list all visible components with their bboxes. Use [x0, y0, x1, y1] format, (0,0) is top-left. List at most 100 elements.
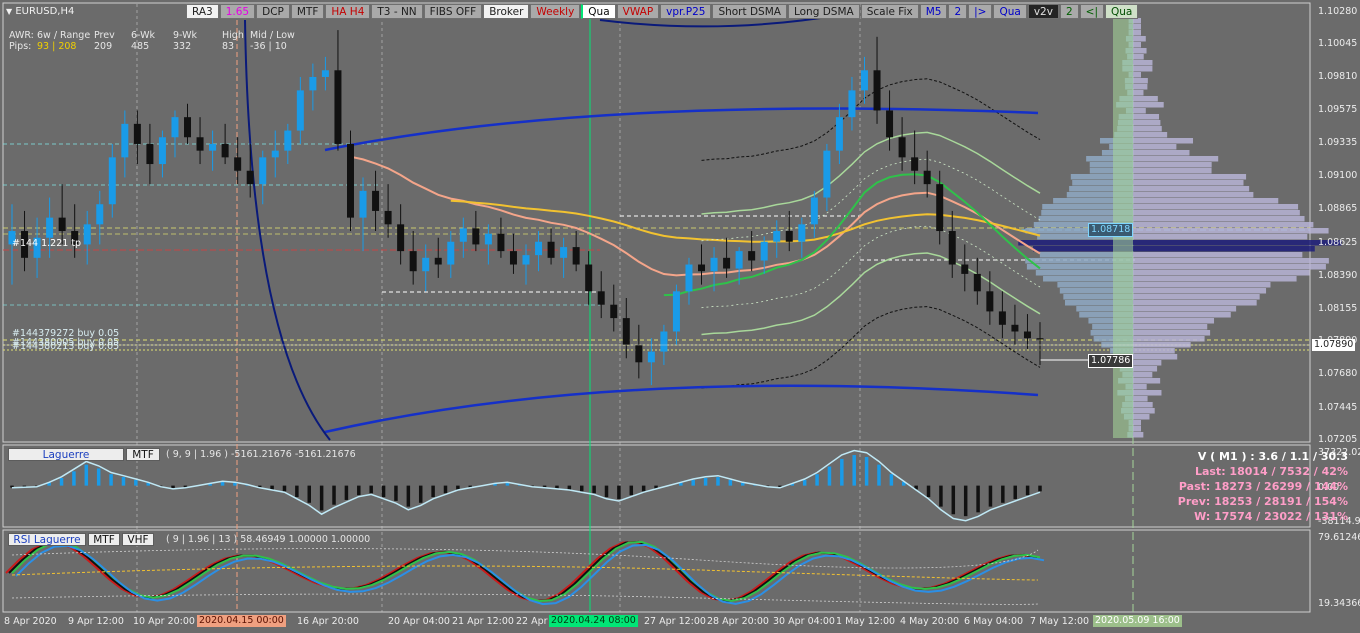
level-box-upper: 1.08718 [1088, 223, 1133, 237]
volume-profile-bar-right [1133, 426, 1141, 432]
candle-body [848, 90, 855, 117]
candle-body [222, 144, 229, 157]
candle-body [46, 218, 53, 238]
laguerre-params: ( 9, 9 | 1.96 ) -5161.21676 -5161.21676 [166, 449, 356, 460]
laguerre-mtf-button[interactable]: MTF [126, 448, 160, 461]
volume-profile-bar-right [1133, 90, 1143, 96]
rsi-mtf-button[interactable]: MTF [88, 533, 120, 546]
toolbar-button-10[interactable]: VWAP [617, 4, 660, 19]
volume-profile-bar-right [1133, 78, 1148, 84]
candle-body [134, 124, 141, 144]
price-axis-label: 1.08625 [1318, 237, 1357, 248]
candle-body [485, 234, 492, 245]
stat-w: W: 17574 / 23022 / 131% [1194, 510, 1348, 523]
toolbar-button-5[interactable]: T3 - NN [371, 4, 422, 19]
toolbar-button-16[interactable]: 2 [948, 4, 967, 19]
toolbar-button-12[interactable]: Short DSMA [712, 4, 787, 19]
toolbar-button-11[interactable]: vpr.P25 [660, 4, 711, 19]
toolbar-button-22[interactable]: Qua [1105, 4, 1138, 19]
volume-profile-bar-right [1133, 144, 1176, 150]
price-axis-label: 1.07445 [1318, 402, 1357, 413]
toolbar-button-17[interactable]: |> [968, 4, 992, 19]
awr-row2-3: 485 [131, 41, 149, 52]
candle-body [360, 191, 367, 218]
volume-profile-bar-right [1133, 372, 1152, 378]
candle-body [598, 291, 605, 304]
toolbar-button-9[interactable]: Qua [581, 4, 615, 19]
candle-body [773, 231, 780, 242]
candle-body [159, 137, 166, 164]
volume-profile-bar-right [1133, 126, 1162, 132]
volume-profile-bar-right [1133, 282, 1270, 288]
toolbar-button-8[interactable]: Weekly [530, 4, 580, 19]
toolbar-button-13[interactable]: Long DSMA [788, 4, 860, 19]
toolbar-button-20[interactable]: 2 [1060, 4, 1079, 19]
toolbar-button-3[interactable]: MTF [291, 4, 325, 19]
laguerre-button[interactable]: Laguerre [8, 448, 124, 461]
volume-profile-bar-right [1133, 36, 1146, 42]
candle-body [986, 291, 993, 311]
rsi-laguerre-button[interactable]: RSI Laguerre [8, 533, 86, 546]
toolbar-button-2[interactable]: DCP [256, 4, 290, 19]
volume-profile-bar-right [1133, 24, 1141, 30]
volume-profile-bar-right [1133, 354, 1177, 360]
candle-body [171, 117, 178, 137]
awr-row1-2: Prev [94, 30, 115, 41]
candle-body [723, 258, 730, 269]
volume-profile-bar-right [1133, 222, 1313, 228]
time-axis-label: 8 Apr 2020 [4, 616, 57, 627]
toolbar-button-15[interactable]: M5 [920, 4, 948, 19]
time-axis-label: 10 Apr 20:00 [133, 616, 195, 627]
time-highlight-may09: 2020.05.09 16:00 [1093, 615, 1182, 627]
volume-profile-bar-right [1133, 114, 1159, 120]
toolbar-button-1[interactable]: 1.65 [220, 4, 255, 19]
volume-profile-bar-right [1133, 216, 1305, 222]
volume-profile-bar-right [1133, 138, 1193, 144]
toolbar-button-0[interactable]: RA3 [186, 4, 219, 19]
candle-body [510, 251, 517, 264]
volume-profile-bar-right [1133, 312, 1231, 318]
volume-profile-bar-right [1133, 162, 1212, 168]
trade-label-3[interactable]: #144380213 buy 0.05 [12, 341, 119, 352]
candle-body [497, 234, 504, 251]
volume-profile-bar-right [1133, 396, 1148, 402]
toolbar-button-6[interactable]: FIBS OFF [424, 4, 483, 19]
awr-row1-5: High [222, 30, 244, 41]
time-axis-label: 9 Apr 12:00 [68, 616, 124, 627]
toolbar-button-4[interactable]: HA H4 [325, 4, 370, 19]
rsi-vhf-button[interactable]: VHF [122, 533, 154, 546]
stat-v: V ( M1 ) : 3.6 / 1.1 / 30.3 [1198, 450, 1348, 463]
candle-body [698, 265, 705, 272]
toolbar-button-21[interactable]: <| [1080, 4, 1104, 19]
time-axis-label: 16 Apr 20:00 [297, 616, 359, 627]
candle-body [798, 224, 805, 241]
toolbar-button-18[interactable]: Qua [993, 4, 1026, 19]
candle-body [899, 137, 906, 157]
volume-profile-bar-right [1133, 198, 1278, 204]
volume-profile-bar-right [1133, 192, 1253, 198]
candle-body [184, 117, 191, 137]
volume-profile-bar-right [1133, 210, 1300, 216]
volume-profile-bar-right [1133, 42, 1141, 48]
volume-profile-bar-right [1133, 102, 1164, 108]
toolbar-button-14[interactable]: Scale Fix [861, 4, 919, 19]
awr-row2-0: Pips: [9, 41, 31, 52]
volume-profile-bar-right [1133, 324, 1207, 330]
candle-body [523, 255, 530, 264]
candle-body [711, 258, 718, 271]
price-axis-label: 1.07680 [1318, 368, 1357, 379]
volume-profile-bar-right [1133, 180, 1244, 186]
awr-row1-6: Mid / Low [250, 30, 295, 41]
toolbar-button-7[interactable]: Broker [483, 4, 529, 19]
candle-body [761, 242, 768, 261]
tp-label[interactable]: #144 1.221 tp [12, 238, 81, 249]
time-axis-label: 4 May 20:00 [900, 616, 959, 627]
awr-row1-4: 9-Wk [173, 30, 197, 41]
time-axis-label: 21 Apr 12:00 [452, 616, 514, 627]
volume-profile-bar-right [1133, 432, 1143, 438]
toolbar-button-19[interactable]: v2v [1028, 4, 1059, 19]
candle-body [623, 318, 630, 345]
volume-profile-bar-right [1133, 300, 1257, 306]
candle-body [936, 184, 943, 231]
volume-profile-bar-right [1133, 348, 1175, 354]
